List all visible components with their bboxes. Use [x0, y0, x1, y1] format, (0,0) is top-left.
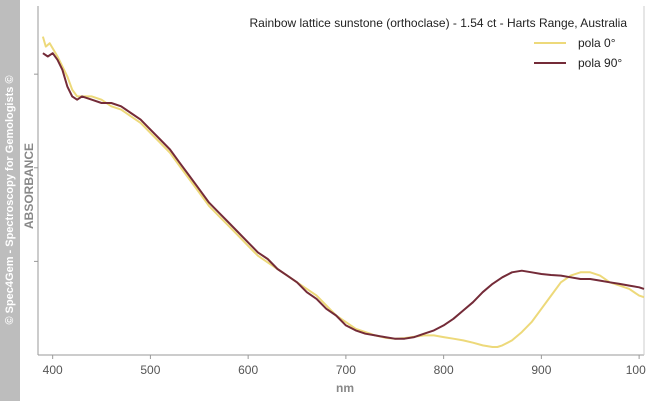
series-line-2: [42, 52, 645, 340]
legend: pola 0° pola 90°: [534, 36, 622, 70]
watermark-sidebar: © Spec4Gem - Spectroscopy for Gemologist…: [0, 0, 20, 401]
x-axis-label: nm: [336, 381, 354, 395]
x-tick-label: 400: [43, 363, 63, 377]
x-tick-label: 900: [531, 363, 551, 377]
series-line-1: [41, 36, 645, 348]
chart-title: Rainbow lattice sunstone (orthoclase) - …: [249, 16, 627, 30]
legend-label: pola 0°: [578, 36, 616, 50]
y-ticks: [34, 73, 38, 262]
legend-label: pola 90°: [578, 56, 622, 70]
x-tick-label: 700: [336, 363, 356, 377]
x-tick-label: 800: [434, 363, 454, 377]
x-tick-label: 500: [140, 363, 160, 377]
x-tick-label: 1000: [626, 363, 646, 377]
x-tick-label: 600: [238, 363, 258, 377]
x-ticks: 400 500 600 700 800 900 1000: [43, 355, 646, 377]
series-group: [41, 36, 645, 348]
y-axis-label: ABSORBANCE: [22, 143, 36, 229]
